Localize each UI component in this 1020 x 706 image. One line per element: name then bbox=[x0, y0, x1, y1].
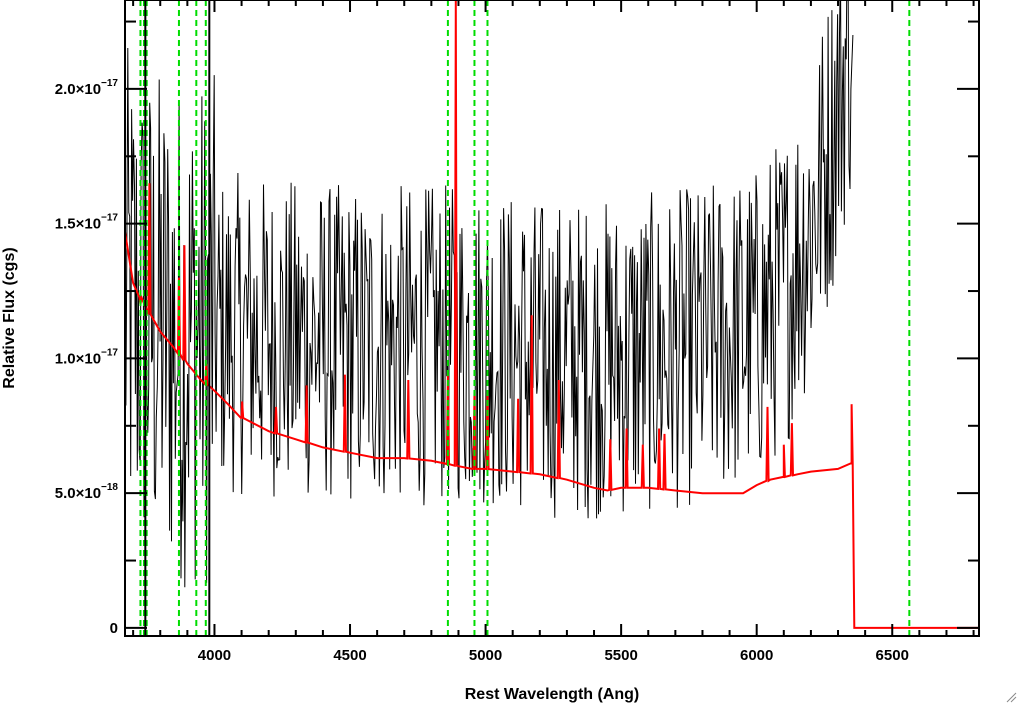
y-tick-label: 1.5×10−17 bbox=[55, 213, 119, 233]
model-line bbox=[125, 0, 979, 629]
x-axis-label: Rest Wavelength (Ang) bbox=[465, 686, 640, 703]
y-tick-label: 1.0×10−17 bbox=[55, 347, 119, 367]
x-tick-label: 5500 bbox=[604, 647, 637, 664]
y-tick-label: 0 bbox=[110, 620, 118, 637]
x-tick-label: 6500 bbox=[876, 647, 909, 664]
x-tick-label: 5000 bbox=[469, 647, 502, 664]
x-tick-label: 4000 bbox=[198, 647, 231, 664]
y-tick-label: 2.0×10−17 bbox=[55, 78, 119, 98]
spectrum-line bbox=[125, 0, 854, 588]
plot-frame bbox=[124, 0, 980, 637]
resize-grip-icon[interactable] bbox=[1005, 691, 1017, 703]
x-tick-label: 6000 bbox=[740, 647, 773, 664]
y-axis-label: Relative Flux (cgs) bbox=[1, 247, 18, 388]
y-tick-label: 5.0×10−18 bbox=[55, 482, 119, 502]
x-tick-label: 4500 bbox=[333, 647, 366, 664]
